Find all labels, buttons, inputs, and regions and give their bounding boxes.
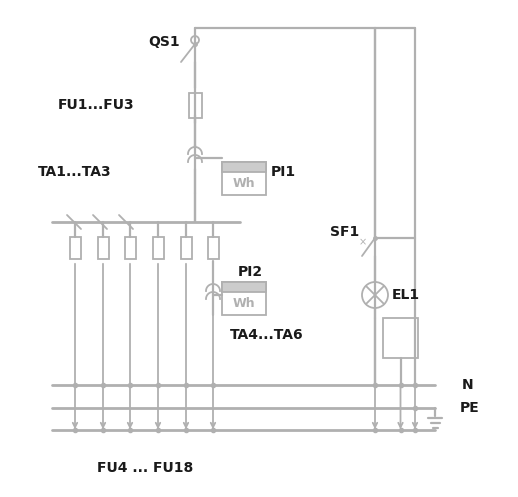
Bar	[222, 162, 266, 195]
Text: FU1...FU3: FU1...FU3	[58, 98, 135, 112]
Text: Wh: Wh	[233, 177, 255, 190]
Bar	[222, 162, 266, 172]
Bar	[97, 237, 108, 259]
Text: EL1: EL1	[392, 288, 420, 302]
Text: ×: ×	[359, 237, 367, 247]
Bar	[222, 282, 266, 315]
Text: PE: PE	[460, 401, 480, 415]
Text: TA4...TA6: TA4...TA6	[230, 328, 304, 342]
Text: SF1: SF1	[330, 225, 359, 239]
Text: PI2: PI2	[238, 265, 263, 279]
Bar	[189, 93, 202, 118]
Bar	[383, 318, 418, 358]
Text: TA1...TA3: TA1...TA3	[38, 165, 111, 179]
Bar	[222, 282, 266, 292]
Text: N: N	[462, 378, 473, 392]
Text: FU4 ... FU18: FU4 ... FU18	[97, 461, 193, 475]
Text: PI1: PI1	[271, 165, 296, 179]
Bar	[69, 237, 80, 259]
Bar	[180, 237, 192, 259]
Bar	[208, 237, 219, 259]
Text: QS1: QS1	[148, 35, 180, 49]
Bar	[152, 237, 164, 259]
Bar	[124, 237, 136, 259]
Text: Wh: Wh	[233, 297, 255, 310]
